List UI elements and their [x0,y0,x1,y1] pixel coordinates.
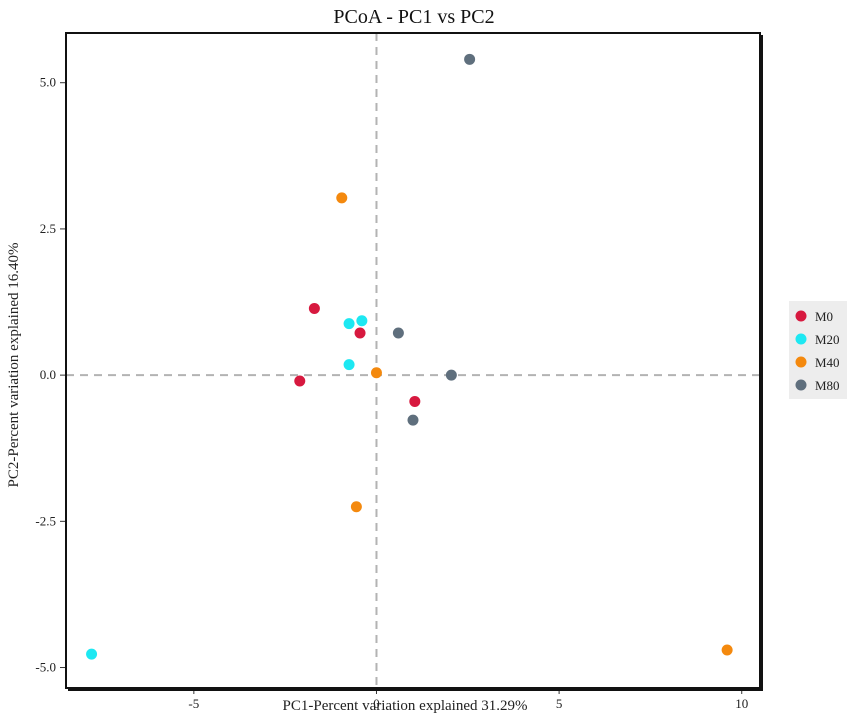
data-point-m80 [392,327,404,339]
y-tick-label: -5.0 [35,660,56,675]
legend-label-m20: M20 [815,332,840,347]
legend-label-m40: M40 [815,355,840,370]
data-point-m0 [354,327,366,339]
data-point-m80 [407,414,419,426]
data-point-m20 [343,359,355,371]
legend-label-m80: M80 [815,378,840,393]
x-tick-label: 10 [735,696,748,711]
data-point-m40 [350,501,362,513]
data-point-m0 [308,302,320,314]
y-tick-label: 2.5 [40,221,56,236]
legend-marker-m40 [795,356,807,368]
x-tick-label: 0 [373,696,380,711]
plot-area [66,33,760,688]
data-point-m20 [356,315,368,327]
y-tick-label: 0.0 [40,367,56,382]
x-tick-label: -5 [188,696,199,711]
y-tick-label: 5.0 [40,75,56,90]
reference-lines [66,33,760,688]
data-point-m20 [86,648,98,660]
data-point-m40 [721,644,733,656]
data-point-m0 [294,375,306,387]
x-axis-label: PC1-Percent variation explained 31.29% [283,698,528,714]
legend-marker-m20 [795,333,807,345]
data-point-m40 [336,192,348,204]
legend: M0 M20 M40 M80 [789,301,847,399]
data-point-m20 [343,318,355,330]
chart-title: PCoA - PC1 vs PC2 [333,6,494,28]
data-point-m40 [370,367,382,379]
data-point-m80 [464,53,476,65]
y-tick-label: -2.5 [35,513,56,528]
legend-marker-m0 [795,310,807,322]
plot-background [66,33,760,688]
y-axis-label: PC2-Percent variation explained 16.40% [6,243,22,488]
legend-label-m0: M0 [815,309,833,324]
data-points [86,53,733,660]
x-tick-label: 5 [556,696,563,711]
data-point-m80 [445,369,457,381]
legend-marker-m80 [795,379,807,391]
y-axis-ticks: -5.0 -2.5 0.0 2.5 5.0 [35,75,66,675]
data-point-m0 [409,395,421,407]
